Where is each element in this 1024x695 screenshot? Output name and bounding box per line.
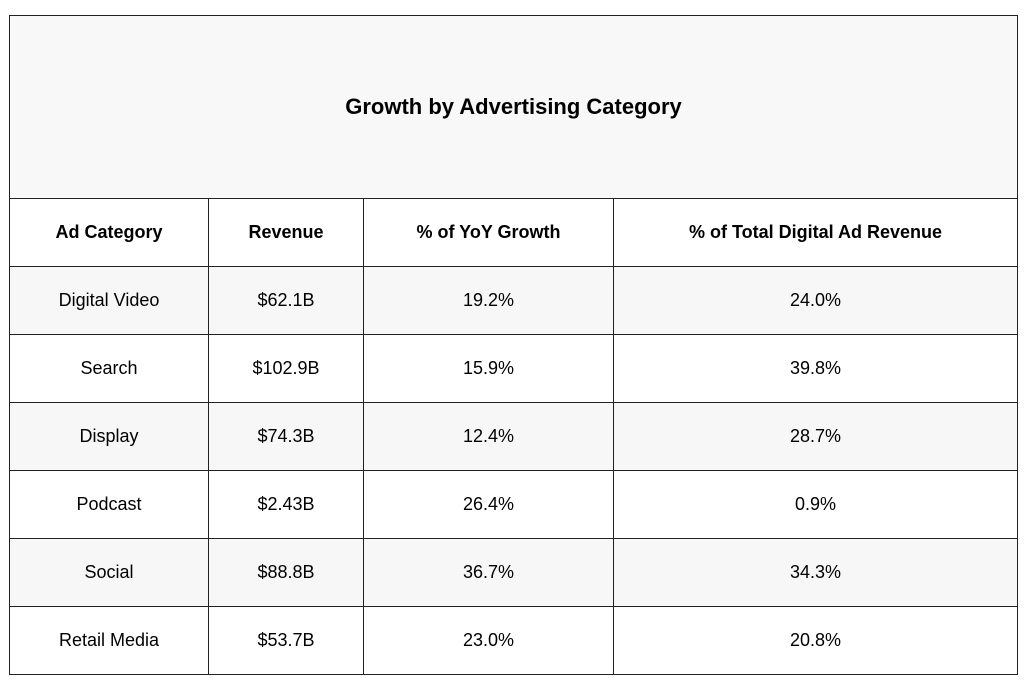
- table-cell: $102.9B: [208, 334, 364, 403]
- header-row: Ad Category Revenue % of YoY Growth % of…: [9, 198, 1019, 267]
- table-cell: Display: [9, 402, 209, 471]
- table-cell: Search: [9, 334, 209, 403]
- table-cell: $88.8B: [208, 538, 364, 607]
- table-cell: 19.2%: [363, 266, 614, 335]
- table-cell: 24.0%: [612, 266, 1019, 335]
- table-cell: Podcast: [9, 470, 209, 539]
- table-cell: 36.7%: [363, 538, 614, 607]
- table-cell: 39.8%: [612, 334, 1019, 403]
- table-cell: $53.7B: [208, 606, 364, 675]
- table-cell: 23.0%: [363, 606, 614, 675]
- table-cell: Social: [9, 538, 209, 607]
- column-header: % of YoY Growth: [363, 198, 614, 267]
- column-header: Ad Category: [9, 198, 209, 267]
- table-row: Search $102.9B 15.9% 39.8%: [9, 334, 1019, 403]
- growth-table: Growth by Advertising Category Ad Catego…: [8, 15, 1019, 675]
- table-cell: 26.4%: [363, 470, 614, 539]
- table-row: Social $88.8B 36.7% 34.3%: [9, 538, 1019, 607]
- table-cell: 15.9%: [363, 334, 614, 403]
- table-row: Retail Media $53.7B 23.0% 20.8%: [9, 606, 1019, 675]
- table-cell: $2.43B: [208, 470, 364, 539]
- table-cell: 28.7%: [612, 402, 1019, 471]
- table-row: Podcast $2.43B 26.4% 0.9%: [9, 470, 1019, 539]
- table-cell: 0.9%: [612, 470, 1019, 539]
- table-cell: $62.1B: [208, 266, 364, 335]
- column-header: Revenue: [208, 198, 364, 267]
- table-title: Growth by Advertising Category: [8, 15, 1019, 199]
- table-cell: 34.3%: [612, 538, 1019, 607]
- table-cell: Digital Video: [9, 266, 209, 335]
- table-row: Digital Video $62.1B 19.2% 24.0%: [9, 266, 1019, 335]
- table-cell: $74.3B: [208, 402, 364, 471]
- column-header: % of Total Digital Ad Revenue: [612, 198, 1019, 267]
- table-row: Display $74.3B 12.4% 28.7%: [9, 402, 1019, 471]
- table-cell: 12.4%: [363, 402, 614, 471]
- table-cell: Retail Media: [9, 606, 209, 675]
- table-cell: 20.8%: [612, 606, 1019, 675]
